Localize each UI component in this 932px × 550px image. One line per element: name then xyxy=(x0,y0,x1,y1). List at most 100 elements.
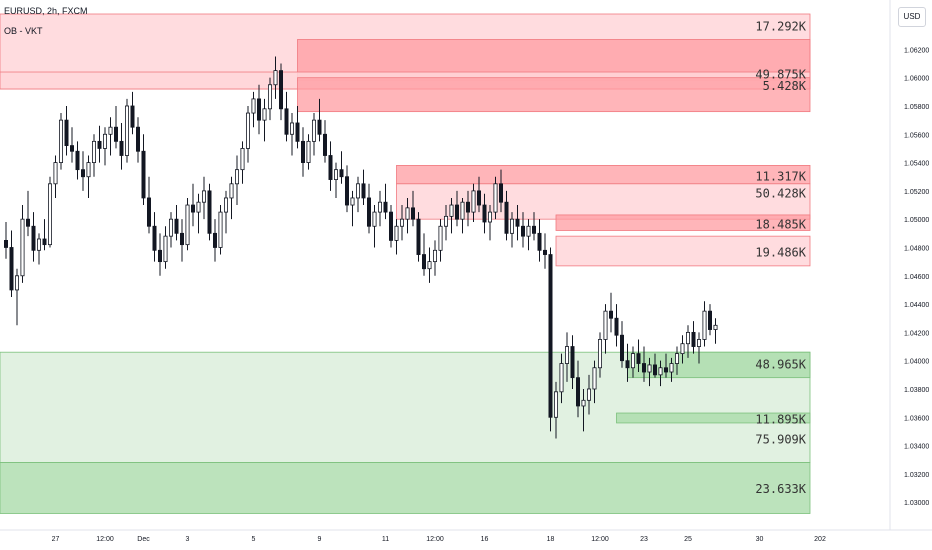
candle-body xyxy=(521,225,526,237)
candle-body xyxy=(25,218,30,227)
candle-body xyxy=(498,183,503,203)
block-volume-label: 75.909K xyxy=(755,433,806,447)
order-block-bear xyxy=(297,77,811,113)
order-block-bull xyxy=(0,462,811,514)
candle-body xyxy=(554,391,559,418)
candle-body xyxy=(311,119,316,142)
y-tick-label: 1.05200 xyxy=(904,189,929,196)
candle-body xyxy=(196,201,201,213)
candle-body xyxy=(372,211,377,227)
candle-body xyxy=(653,364,658,376)
candle-body xyxy=(42,238,47,246)
x-tick-label: 9 xyxy=(318,536,322,543)
candle-body xyxy=(135,126,140,152)
indicator-label[interactable]: OB - VKT xyxy=(4,26,43,36)
candle-body xyxy=(278,70,283,110)
y-tick-label: 1.04800 xyxy=(904,245,929,252)
candle-body xyxy=(625,360,630,369)
candle-body xyxy=(114,126,119,142)
candle-body xyxy=(708,310,713,330)
block-volume-label: 23.633K xyxy=(755,482,806,496)
candle-body xyxy=(493,183,498,213)
y-tick-label: 1.03400 xyxy=(904,444,929,451)
candle-body xyxy=(388,211,393,241)
candle-body xyxy=(350,197,355,206)
candle-body xyxy=(581,399,586,407)
candle-body xyxy=(399,218,404,227)
candle-body xyxy=(53,162,58,185)
candle-body xyxy=(64,119,69,146)
candle-body xyxy=(482,204,487,223)
candle-body xyxy=(576,377,581,407)
x-tick-label: 5 xyxy=(252,536,256,543)
candle-body xyxy=(223,197,228,213)
candle-body xyxy=(295,122,300,142)
candle-body xyxy=(300,140,305,163)
block-volume-label: 48.965K xyxy=(755,358,806,372)
candle-body xyxy=(383,201,388,213)
candle-body xyxy=(9,247,14,291)
candle-body xyxy=(686,331,691,345)
candle-body xyxy=(636,353,641,364)
candle-body xyxy=(273,70,278,86)
candle-body xyxy=(647,364,652,373)
y-tick-label: 1.06200 xyxy=(904,47,929,54)
candle-body xyxy=(680,343,685,355)
candle-body xyxy=(141,150,146,199)
candle-body xyxy=(609,310,614,319)
candle-body xyxy=(70,145,75,152)
candle-body xyxy=(37,238,42,251)
block-volume-label: 50.428K xyxy=(755,186,806,200)
x-tick-label: 11 xyxy=(382,536,389,543)
candle-body xyxy=(515,218,520,227)
candle-body xyxy=(421,254,426,270)
candle-body xyxy=(427,261,432,270)
candle-body xyxy=(20,218,25,277)
candle-body xyxy=(163,235,168,263)
candle-body xyxy=(614,317,619,336)
candle-body xyxy=(251,98,256,114)
candle-body xyxy=(201,190,206,203)
candle-body xyxy=(526,225,531,237)
y-tick-label: 1.06000 xyxy=(904,76,929,83)
x-tick-label: 18 xyxy=(547,536,555,543)
candle-body xyxy=(669,363,674,373)
candle-body xyxy=(405,207,410,220)
candle-body xyxy=(333,169,338,180)
candle-body xyxy=(664,367,669,373)
y-tick-label: 1.03800 xyxy=(904,387,929,394)
candle-body xyxy=(4,240,9,248)
candle-body xyxy=(631,353,636,369)
candle-body xyxy=(103,133,108,149)
candle-body xyxy=(256,98,261,121)
candle-body xyxy=(454,204,459,220)
y-tick-label: 1.04600 xyxy=(904,274,929,281)
x-tick-label: 12:00 xyxy=(591,536,609,543)
candle-body xyxy=(344,176,349,206)
order-block-bear xyxy=(555,235,811,267)
candle-body xyxy=(108,126,113,135)
candle-body xyxy=(443,215,448,227)
x-tick-label: 12:00 xyxy=(426,536,444,543)
candle-body xyxy=(229,183,234,199)
candle-body xyxy=(416,218,421,255)
candle-body xyxy=(218,211,223,248)
y-tick-label: 1.05800 xyxy=(904,104,929,111)
candle-body xyxy=(509,218,514,234)
candle-body xyxy=(410,207,415,220)
currency-button[interactable]: USD xyxy=(898,7,926,27)
candle-body xyxy=(603,310,608,340)
candle-body xyxy=(306,140,311,163)
order-block-bear xyxy=(396,183,811,220)
x-tick-label: Dec xyxy=(137,536,150,543)
candle-body xyxy=(289,122,294,135)
candle-body xyxy=(14,275,19,291)
candle-body xyxy=(565,346,570,364)
candle-body xyxy=(675,353,680,364)
candle-body xyxy=(185,204,190,246)
candle-body xyxy=(75,150,80,171)
x-tick-label: 12:00 xyxy=(96,536,114,543)
candle-body xyxy=(119,140,124,156)
block-volume-label: 49.875K xyxy=(755,67,806,81)
